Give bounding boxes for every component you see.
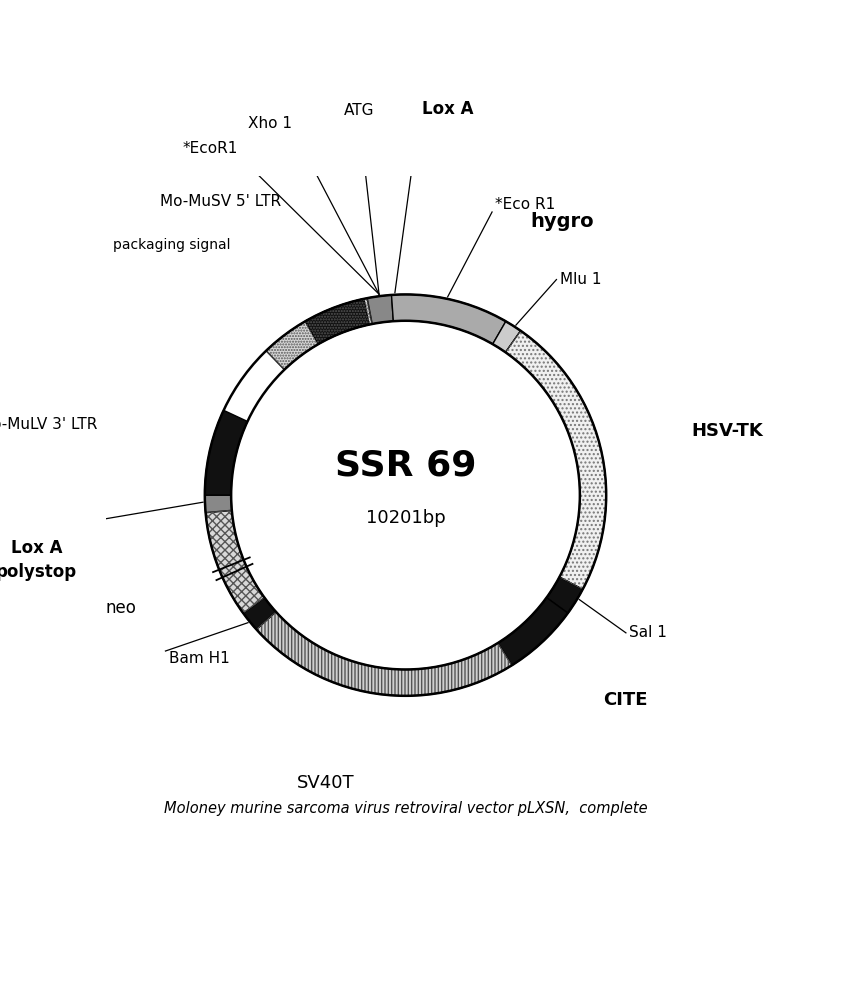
Text: Sal 1: Sal 1 [629,625,667,640]
Text: Xho 1: Xho 1 [248,116,291,131]
Text: hygro: hygro [531,212,594,231]
Text: *Eco R1: *Eco R1 [495,197,555,212]
Polygon shape [205,495,232,513]
Polygon shape [266,298,372,370]
Text: ATG: ATG [344,103,374,118]
Polygon shape [368,295,393,324]
Text: packaging signal: packaging signal [113,238,230,252]
Polygon shape [391,294,506,344]
Polygon shape [492,321,520,352]
Text: Mlu 1: Mlu 1 [559,272,601,287]
Polygon shape [505,331,606,589]
Polygon shape [205,510,264,613]
Text: SSR 69: SSR 69 [335,449,476,483]
Text: Moloney murine sarcoma virus retroviral vector pLXSN,  complete: Moloney murine sarcoma virus retroviral … [164,801,647,816]
Text: *EcoR1: *EcoR1 [183,141,238,156]
Polygon shape [256,612,512,696]
Text: Mo-MuSV 5' LTR: Mo-MuSV 5' LTR [160,194,281,209]
Text: Lox A: Lox A [422,100,474,118]
Text: neo: neo [105,599,137,617]
Text: Lox A: Lox A [11,539,62,557]
Text: polystop: polystop [0,563,77,581]
Text: CITE: CITE [603,691,647,709]
Text: Bam H1: Bam H1 [169,651,229,666]
Polygon shape [547,577,582,613]
Polygon shape [243,598,276,629]
Polygon shape [305,299,369,344]
Text: 10201bp: 10201bp [366,509,446,527]
Polygon shape [205,410,247,495]
Polygon shape [498,598,568,665]
Text: Mo-MuLV 3' LTR: Mo-MuLV 3' LTR [0,417,98,432]
Text: SV40T: SV40T [297,774,355,792]
Text: HSV-TK: HSV-TK [691,422,762,440]
Circle shape [205,294,606,696]
Circle shape [231,321,580,669]
